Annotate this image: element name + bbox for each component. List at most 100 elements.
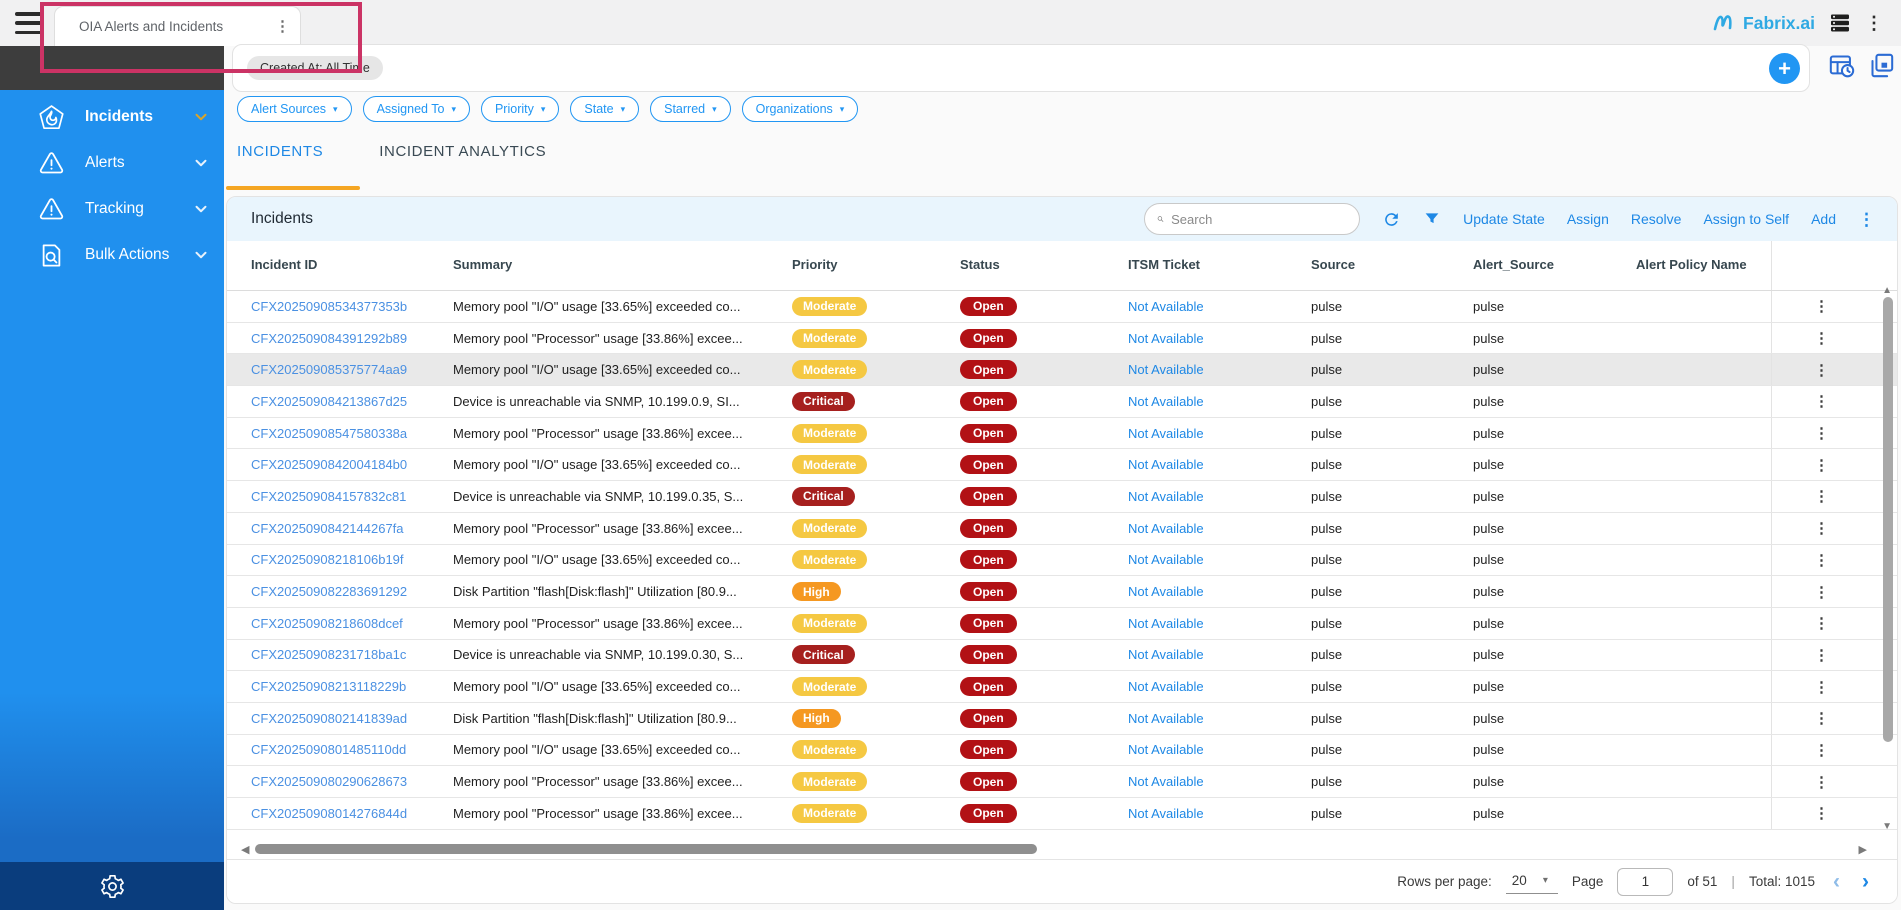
incident-id-link[interactable]: CFX202509080290628673 xyxy=(251,774,408,790)
table-row[interactable]: CFX20250908014276844d Memory pool "Proce… xyxy=(227,798,1897,830)
itsm-ticket-link[interactable]: Not Available xyxy=(1128,488,1204,504)
filter-chip-organizations[interactable]: Organizations ▾ xyxy=(741,96,859,122)
table-row[interactable]: CFX20250908547580338a Memory pool "Proce… xyxy=(227,417,1897,450)
itsm-ticket-link[interactable]: Not Available xyxy=(1128,362,1204,378)
itsm-ticket-link[interactable]: Not Available xyxy=(1128,298,1204,314)
incident-id-link[interactable]: CFX20250908218106b19f xyxy=(251,552,404,568)
row-menu-icon[interactable]: ⋮ xyxy=(1814,488,1829,506)
row-menu-icon[interactable]: ⋮ xyxy=(1814,551,1829,569)
table-row[interactable]: CFX20250908213118229b Memory pool "I/O" … xyxy=(227,671,1897,703)
sidebar-item-bulk-actions[interactable]: Bulk Actions xyxy=(0,232,224,278)
toolbar-overflow-menu-icon[interactable]: ⋮ xyxy=(1858,209,1875,229)
incident-id-link[interactable]: CFX202509082283691292 xyxy=(251,584,408,600)
incident-id-link[interactable]: CFX202509084213867d25 xyxy=(251,393,408,409)
itsm-ticket-link[interactable]: Not Available xyxy=(1128,552,1204,568)
filter-chip-assigned-to[interactable]: Assigned To ▾ xyxy=(362,96,470,122)
sidebar-item-alerts[interactable]: Alerts xyxy=(0,140,224,186)
horizontal-scrollbar-thumb[interactable] xyxy=(255,844,1037,854)
app-overflow-menu-icon[interactable]: ⋮ xyxy=(1865,13,1883,33)
row-menu-icon[interactable]: ⋮ xyxy=(1814,298,1829,316)
chevron-down-icon[interactable] xyxy=(192,246,210,264)
scroll-left-arrow-icon[interactable]: ◀ xyxy=(241,844,250,856)
column-header-priority[interactable]: Priority xyxy=(792,257,838,273)
itsm-ticket-link[interactable]: Not Available xyxy=(1128,520,1204,536)
incident-id-link[interactable]: CFX2025090842144267fa xyxy=(251,520,404,536)
scroll-right-arrow-icon[interactable]: ▶ xyxy=(1858,844,1867,856)
vertical-scrollbar-thumb[interactable] xyxy=(1883,297,1893,742)
itsm-ticket-link[interactable]: Not Available xyxy=(1128,425,1204,441)
table-row[interactable]: CFX2025090802141839ad Disk Partition "fl… xyxy=(227,702,1897,735)
filter-chip-starred[interactable]: Starred ▾ xyxy=(650,96,731,122)
incident-id-link[interactable]: CFX2025090802141839ad xyxy=(251,710,408,726)
incident-id-link[interactable]: CFX202509084157832c81 xyxy=(251,488,407,504)
row-menu-icon[interactable]: ⋮ xyxy=(1814,615,1829,633)
refresh-icon[interactable] xyxy=(1382,210,1401,229)
chevron-down-icon[interactable] xyxy=(192,200,210,218)
scheduled-view-icon[interactable] xyxy=(1828,52,1855,79)
table-row[interactable]: CFX20250908231718ba1c Device is unreacha… xyxy=(227,639,1897,672)
app-tab[interactable]: OIA Alerts and Incidents ⋮ xyxy=(54,6,301,46)
update-state-button[interactable]: Update State xyxy=(1463,211,1545,227)
scroll-down-arrow-icon[interactable]: ▼ xyxy=(1882,821,1892,832)
filter-chip-state[interactable]: State ▾ xyxy=(570,96,640,122)
itsm-ticket-link[interactable]: Not Available xyxy=(1128,584,1204,600)
incident-id-link[interactable]: CFX20250908218608dcef xyxy=(251,615,403,631)
table-row[interactable]: CFX202509084157832c81 Device is unreacha… xyxy=(227,481,1897,513)
table-row[interactable]: CFX2025090842144267fa Memory pool "Proce… xyxy=(227,512,1897,545)
row-menu-icon[interactable]: ⋮ xyxy=(1814,773,1829,791)
column-header-summary[interactable]: Summary xyxy=(453,257,513,273)
row-menu-icon[interactable]: ⋮ xyxy=(1814,646,1829,664)
itsm-ticket-link[interactable]: Not Available xyxy=(1128,679,1204,695)
incident-id-link[interactable]: CFX20250908213118229b xyxy=(251,679,407,695)
row-menu-icon[interactable]: ⋮ xyxy=(1814,741,1829,759)
itsm-ticket-link[interactable]: Not Available xyxy=(1128,742,1204,758)
table-row[interactable]: CFX20250908218106b19f Memory pool "I/O" … xyxy=(227,544,1897,577)
filter-chip-priority[interactable]: Priority ▾ xyxy=(480,96,560,122)
itsm-ticket-link[interactable]: Not Available xyxy=(1128,805,1204,821)
rows-per-page-select[interactable]: 20 ▾ xyxy=(1505,870,1558,894)
table-row[interactable]: CFX202509082283691292 Disk Partition "fl… xyxy=(227,576,1897,608)
search-box[interactable] xyxy=(1144,203,1361,235)
table-row[interactable]: CFX20250908218608dcef Memory pool "Proce… xyxy=(227,607,1897,640)
column-header-itsm-ticket[interactable]: ITSM Ticket xyxy=(1128,257,1201,273)
table-row[interactable]: CFX202509084213867d25 Device is unreacha… xyxy=(227,386,1897,418)
row-menu-icon[interactable]: ⋮ xyxy=(1814,805,1829,823)
column-header-status[interactable]: Status xyxy=(960,257,1000,273)
filter-chip-alert-sources[interactable]: Alert Sources ▾ xyxy=(237,96,352,122)
row-menu-icon[interactable]: ⋮ xyxy=(1814,583,1829,601)
incident-id-link[interactable]: CFX202509084391292b89 xyxy=(251,330,408,346)
resolve-button[interactable]: Resolve xyxy=(1630,211,1682,227)
table-row[interactable]: CFX20250908534377353b Memory pool "I/O" … xyxy=(227,291,1897,323)
server-stack-icon[interactable] xyxy=(1829,12,1851,34)
incident-id-link[interactable]: CFX2025090842004184b0 xyxy=(251,457,408,473)
column-header-alert-policy-name[interactable]: Alert Policy Name xyxy=(1636,257,1747,273)
incident-id-link[interactable]: CFX20250908534377353b xyxy=(251,298,408,314)
add-filter-button[interactable]: + xyxy=(1769,53,1800,84)
column-header-alert-source[interactable]: Alert_Source xyxy=(1473,257,1554,273)
incident-id-link[interactable]: CFX2025090801485110dd xyxy=(251,742,407,758)
incident-id-link[interactable]: CFX20250908014276844d xyxy=(251,805,408,821)
itsm-ticket-link[interactable]: Not Available xyxy=(1128,774,1204,790)
itsm-ticket-link[interactable]: Not Available xyxy=(1128,647,1204,663)
tab-incident-analytics[interactable]: INCIDENT ANALYTICS xyxy=(379,143,547,160)
hamburger-menu-icon[interactable] xyxy=(15,12,43,34)
row-menu-icon[interactable]: ⋮ xyxy=(1814,520,1829,538)
table-row[interactable]: CFX2025090842004184b0 Memory pool "I/O" … xyxy=(227,449,1897,482)
row-menu-icon[interactable]: ⋮ xyxy=(1814,678,1829,696)
sidebar-item-incidents[interactable]: Incidents xyxy=(0,94,224,140)
row-menu-icon[interactable]: ⋮ xyxy=(1814,393,1829,411)
sidebar-item-tracking[interactable]: Tracking xyxy=(0,186,224,232)
itsm-ticket-link[interactable]: Not Available xyxy=(1128,330,1204,346)
row-menu-icon[interactable]: ⋮ xyxy=(1814,425,1829,443)
table-row[interactable]: CFX202509080290628673 Memory pool "Proce… xyxy=(227,766,1897,798)
row-menu-icon[interactable]: ⋮ xyxy=(1814,330,1829,348)
assign-button[interactable]: Assign xyxy=(1566,211,1609,227)
column-header-source[interactable]: Source xyxy=(1311,257,1356,273)
chevron-down-icon[interactable] xyxy=(192,154,210,172)
itsm-ticket-link[interactable]: Not Available xyxy=(1128,615,1204,631)
filter-funnel-icon[interactable] xyxy=(1423,210,1441,228)
table-row[interactable]: CFX202509085375774aa9 Memory pool "I/O" … xyxy=(227,354,1897,387)
row-menu-icon[interactable]: ⋮ xyxy=(1814,710,1829,728)
row-menu-icon[interactable]: ⋮ xyxy=(1814,456,1829,474)
add-button[interactable]: Add xyxy=(1811,211,1836,227)
